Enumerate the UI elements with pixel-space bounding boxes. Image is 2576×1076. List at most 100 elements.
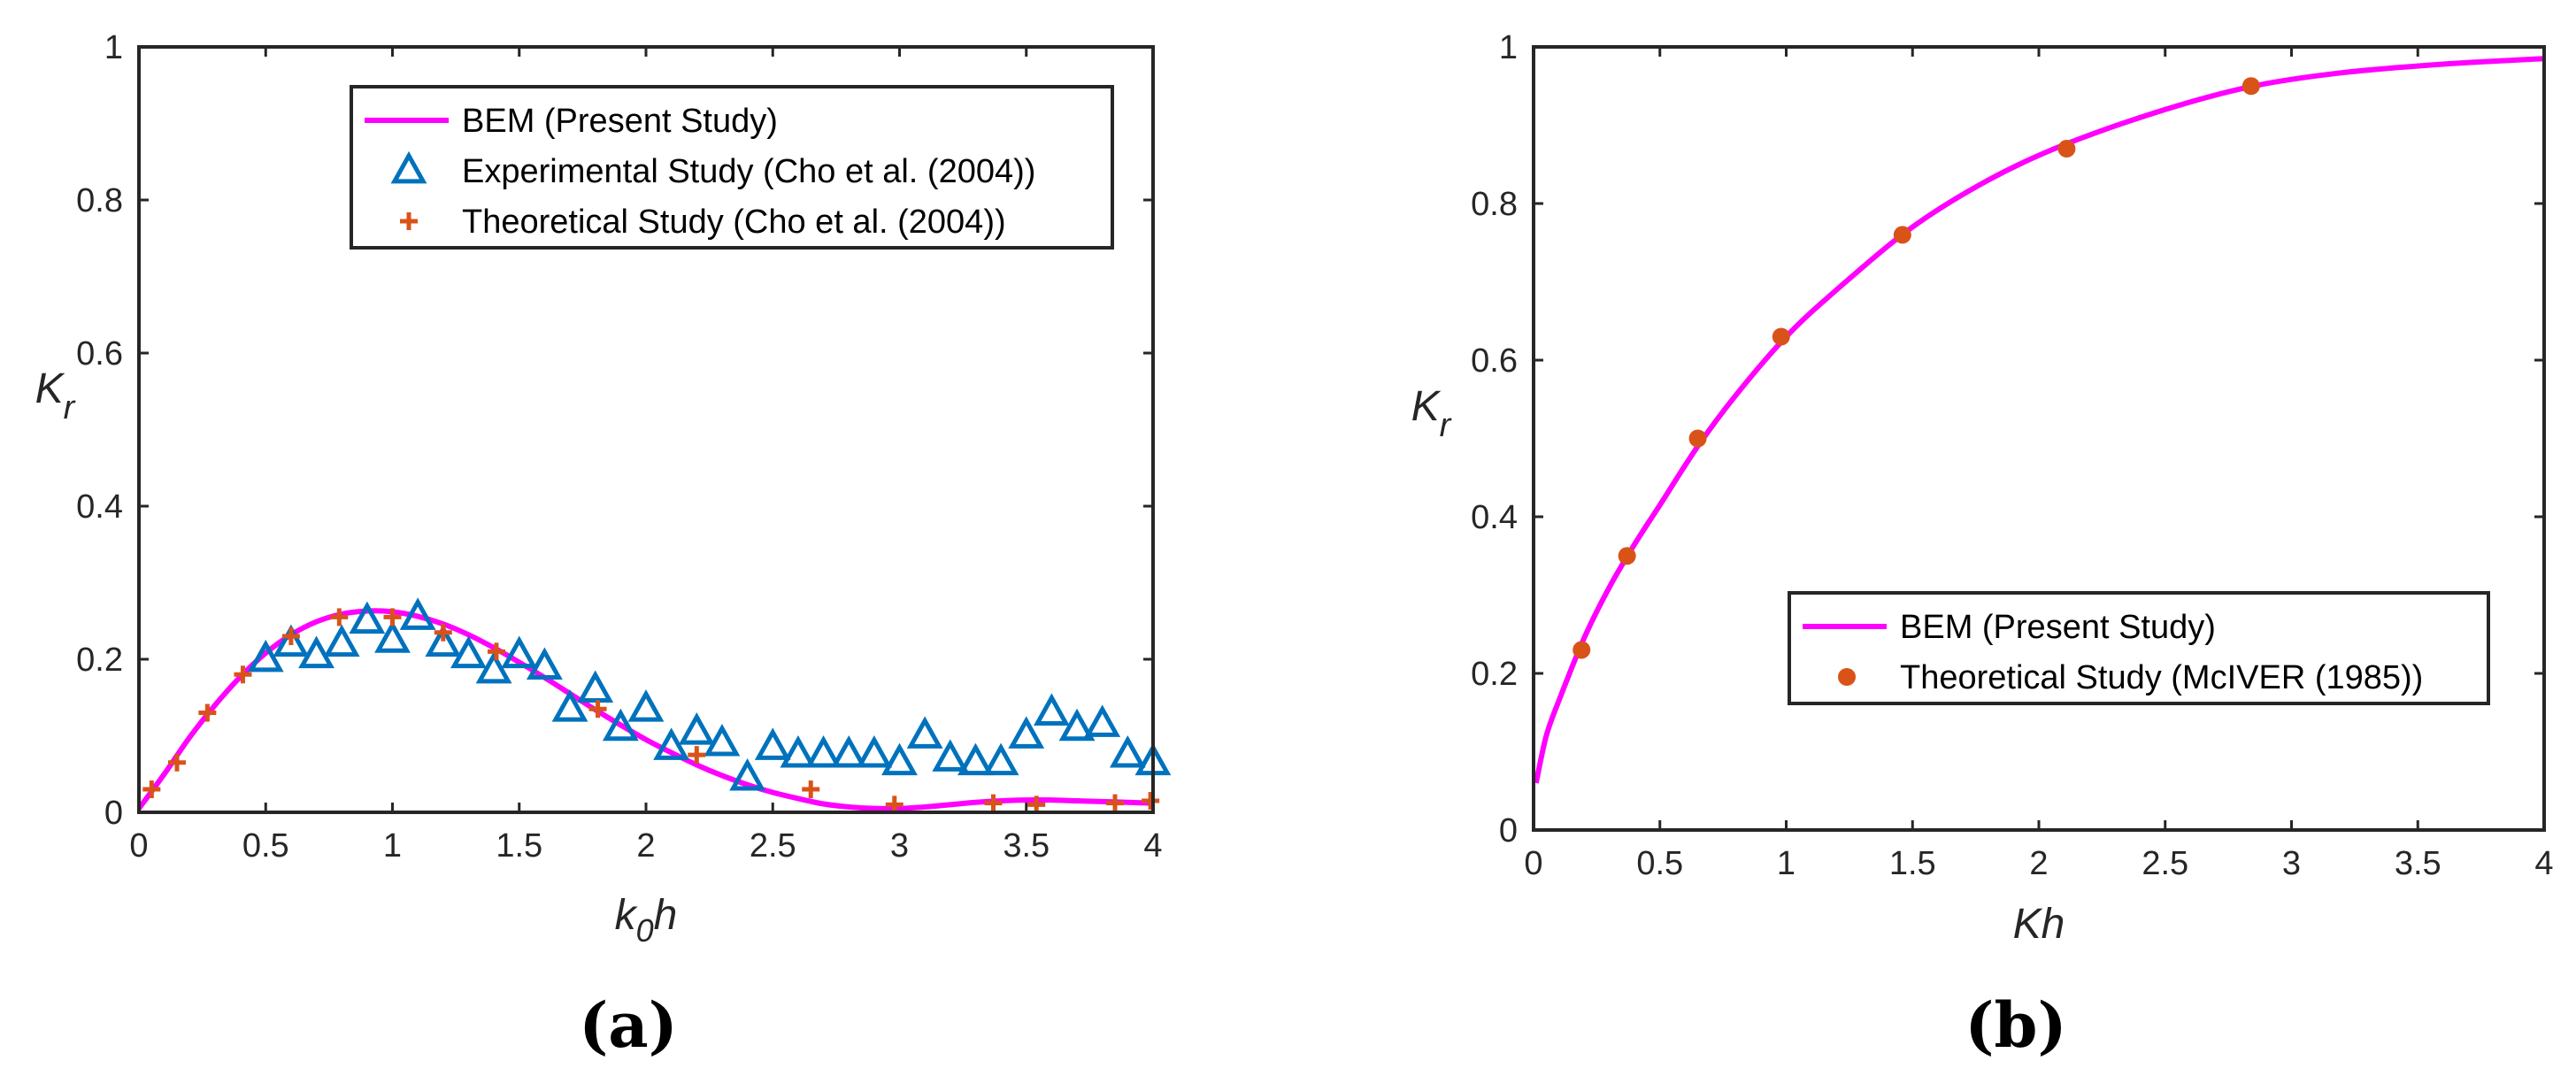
y-tick-label: 0.8	[76, 182, 123, 219]
x-tick-label: 3	[890, 827, 909, 865]
x-axis-label-sub: 0	[636, 912, 654, 949]
x-tick-label: 2	[636, 827, 655, 865]
data-point-theoretical	[1618, 547, 1636, 565]
panel-label: (a)	[579, 988, 678, 1062]
data-point-experimental	[399, 597, 436, 630]
data-point-experimental	[450, 635, 487, 669]
x-tick-label: 1	[1777, 845, 1796, 882]
x-tick-label: 1.5	[496, 827, 542, 865]
plot-area	[1534, 47, 2544, 830]
data-point-theoretical	[1893, 226, 1911, 244]
legend: BEM (Present Study) Theoretical Study (Mc…	[1788, 591, 2490, 705]
legend: BEM (Present Study) Experimental Study (C…	[350, 85, 1114, 250]
data-point-theoretical	[1772, 327, 1790, 346]
legend-box	[1788, 591, 2490, 705]
x-tick-label: 1.5	[1889, 845, 1936, 882]
x-tick-label: 0.5	[242, 827, 289, 865]
y-tick-label: 0.4	[76, 488, 123, 526]
y-axis-label-sub: r	[64, 389, 76, 427]
data-point-theoretical	[688, 746, 706, 765]
data-layer	[136, 597, 1171, 814]
panel-label: (b)	[1965, 988, 2066, 1062]
data-point-theoretical	[1573, 641, 1591, 659]
legend-entry-label: Theoretical Study (Cho et al. (2004))	[462, 204, 1006, 241]
y-axis-label: Kr	[35, 365, 76, 427]
data-point-experimental	[247, 639, 284, 672]
axes-box	[1532, 45, 2546, 832]
chart-panel-1: 0 0.5 1 1.5 2 2.5 3 3.5 400.20.40.60.81Krk0hBEM …	[35, 29, 1171, 1062]
data-point-experimental	[982, 742, 1019, 776]
series-line-bem	[136, 608, 1154, 811]
y-tick-label: 0.2	[1471, 656, 1518, 693]
x-axis-label: Kh	[2013, 901, 2065, 948]
data-point-experimental	[678, 712, 715, 745]
x-axis-label-main: Kh	[2013, 901, 2065, 948]
data-point-theoretical	[984, 794, 1003, 812]
data-point-experimental	[957, 742, 994, 776]
legend-swatch-plus	[400, 212, 418, 230]
x-tick-label: 4	[1143, 827, 1162, 865]
y-tick-label: 1	[104, 29, 123, 66]
data-point-experimental	[298, 635, 334, 669]
data-point-experimental	[1033, 693, 1070, 726]
data-point-experimental	[906, 716, 943, 749]
data-point-experimental	[273, 624, 310, 657]
data-point-experimental	[932, 739, 969, 772]
data-point-experimental	[1008, 716, 1045, 749]
axes-box	[137, 45, 1155, 814]
data-point-theoretical	[281, 627, 300, 646]
x-axis-label-suffix: h	[654, 892, 678, 939]
x-tick-label: 3.5	[2395, 845, 2441, 882]
data-point-theoretical	[802, 780, 820, 799]
data-point-experimental	[551, 689, 588, 722]
legend-swatch-triangle	[390, 150, 427, 184]
data-point-theoretical	[588, 700, 607, 719]
data-point-theoretical	[1142, 792, 1160, 811]
y-axis-label: Kr	[1411, 383, 1452, 444]
x-tick-label: 2.5	[750, 827, 796, 865]
legend-entry-label: Theoretical Study (McIVER (1985))	[1900, 659, 2423, 696]
data-point-experimental	[754, 727, 791, 760]
data-point-theoretical	[198, 703, 217, 722]
y-tick-label: 1	[1499, 29, 1518, 66]
data-point-experimental	[602, 708, 639, 742]
data-point-experimental	[349, 601, 386, 634]
x-tick-label: 0.5	[1636, 845, 1683, 882]
data-layer	[1533, 56, 2545, 784]
legend-swatch-dot	[1838, 668, 1856, 686]
y-tick-label: 0.6	[1471, 342, 1518, 380]
x-tick-label: 1	[383, 827, 402, 865]
data-point-theoretical	[234, 665, 252, 684]
y-tick-label: 0.4	[1471, 499, 1518, 536]
y-tick-label: 0	[104, 795, 123, 832]
data-point-theoretical	[167, 753, 186, 772]
x-tick-label: 3	[2282, 845, 2301, 882]
data-point-experimental	[1109, 735, 1146, 768]
data-point-experimental	[729, 757, 766, 791]
x-tick-label: 4	[2534, 845, 2553, 882]
data-point-experimental	[475, 650, 512, 684]
data-point-experimental	[526, 647, 563, 680]
data-point-theoretical	[2242, 77, 2260, 96]
data-point-experimental	[627, 689, 665, 722]
x-tick-label: 0	[129, 827, 148, 865]
data-point-theoretical	[487, 642, 505, 661]
data-point-experimental	[1058, 708, 1096, 742]
data-point-experimental	[501, 635, 538, 669]
data-point-experimental	[856, 735, 893, 768]
data-point-theoretical	[1106, 794, 1125, 812]
data-point-experimental	[653, 727, 690, 760]
x-tick-label: 2	[2029, 845, 2048, 882]
y-tick-label: 0.8	[1471, 186, 1518, 223]
legend-entry-label: Experimental Study (Cho et al. (2004))	[462, 153, 1035, 190]
legend-box	[350, 85, 1114, 250]
data-point-experimental	[704, 724, 741, 757]
x-axis-label: k0h	[615, 892, 678, 949]
x-tick-label: 0	[1524, 845, 1542, 882]
data-point-experimental	[577, 670, 614, 703]
data-point-experimental	[374, 620, 411, 653]
data-point-theoretical	[1688, 429, 1707, 448]
y-axis-label-main: K	[1411, 383, 1442, 430]
data-point-theoretical	[330, 608, 349, 626]
